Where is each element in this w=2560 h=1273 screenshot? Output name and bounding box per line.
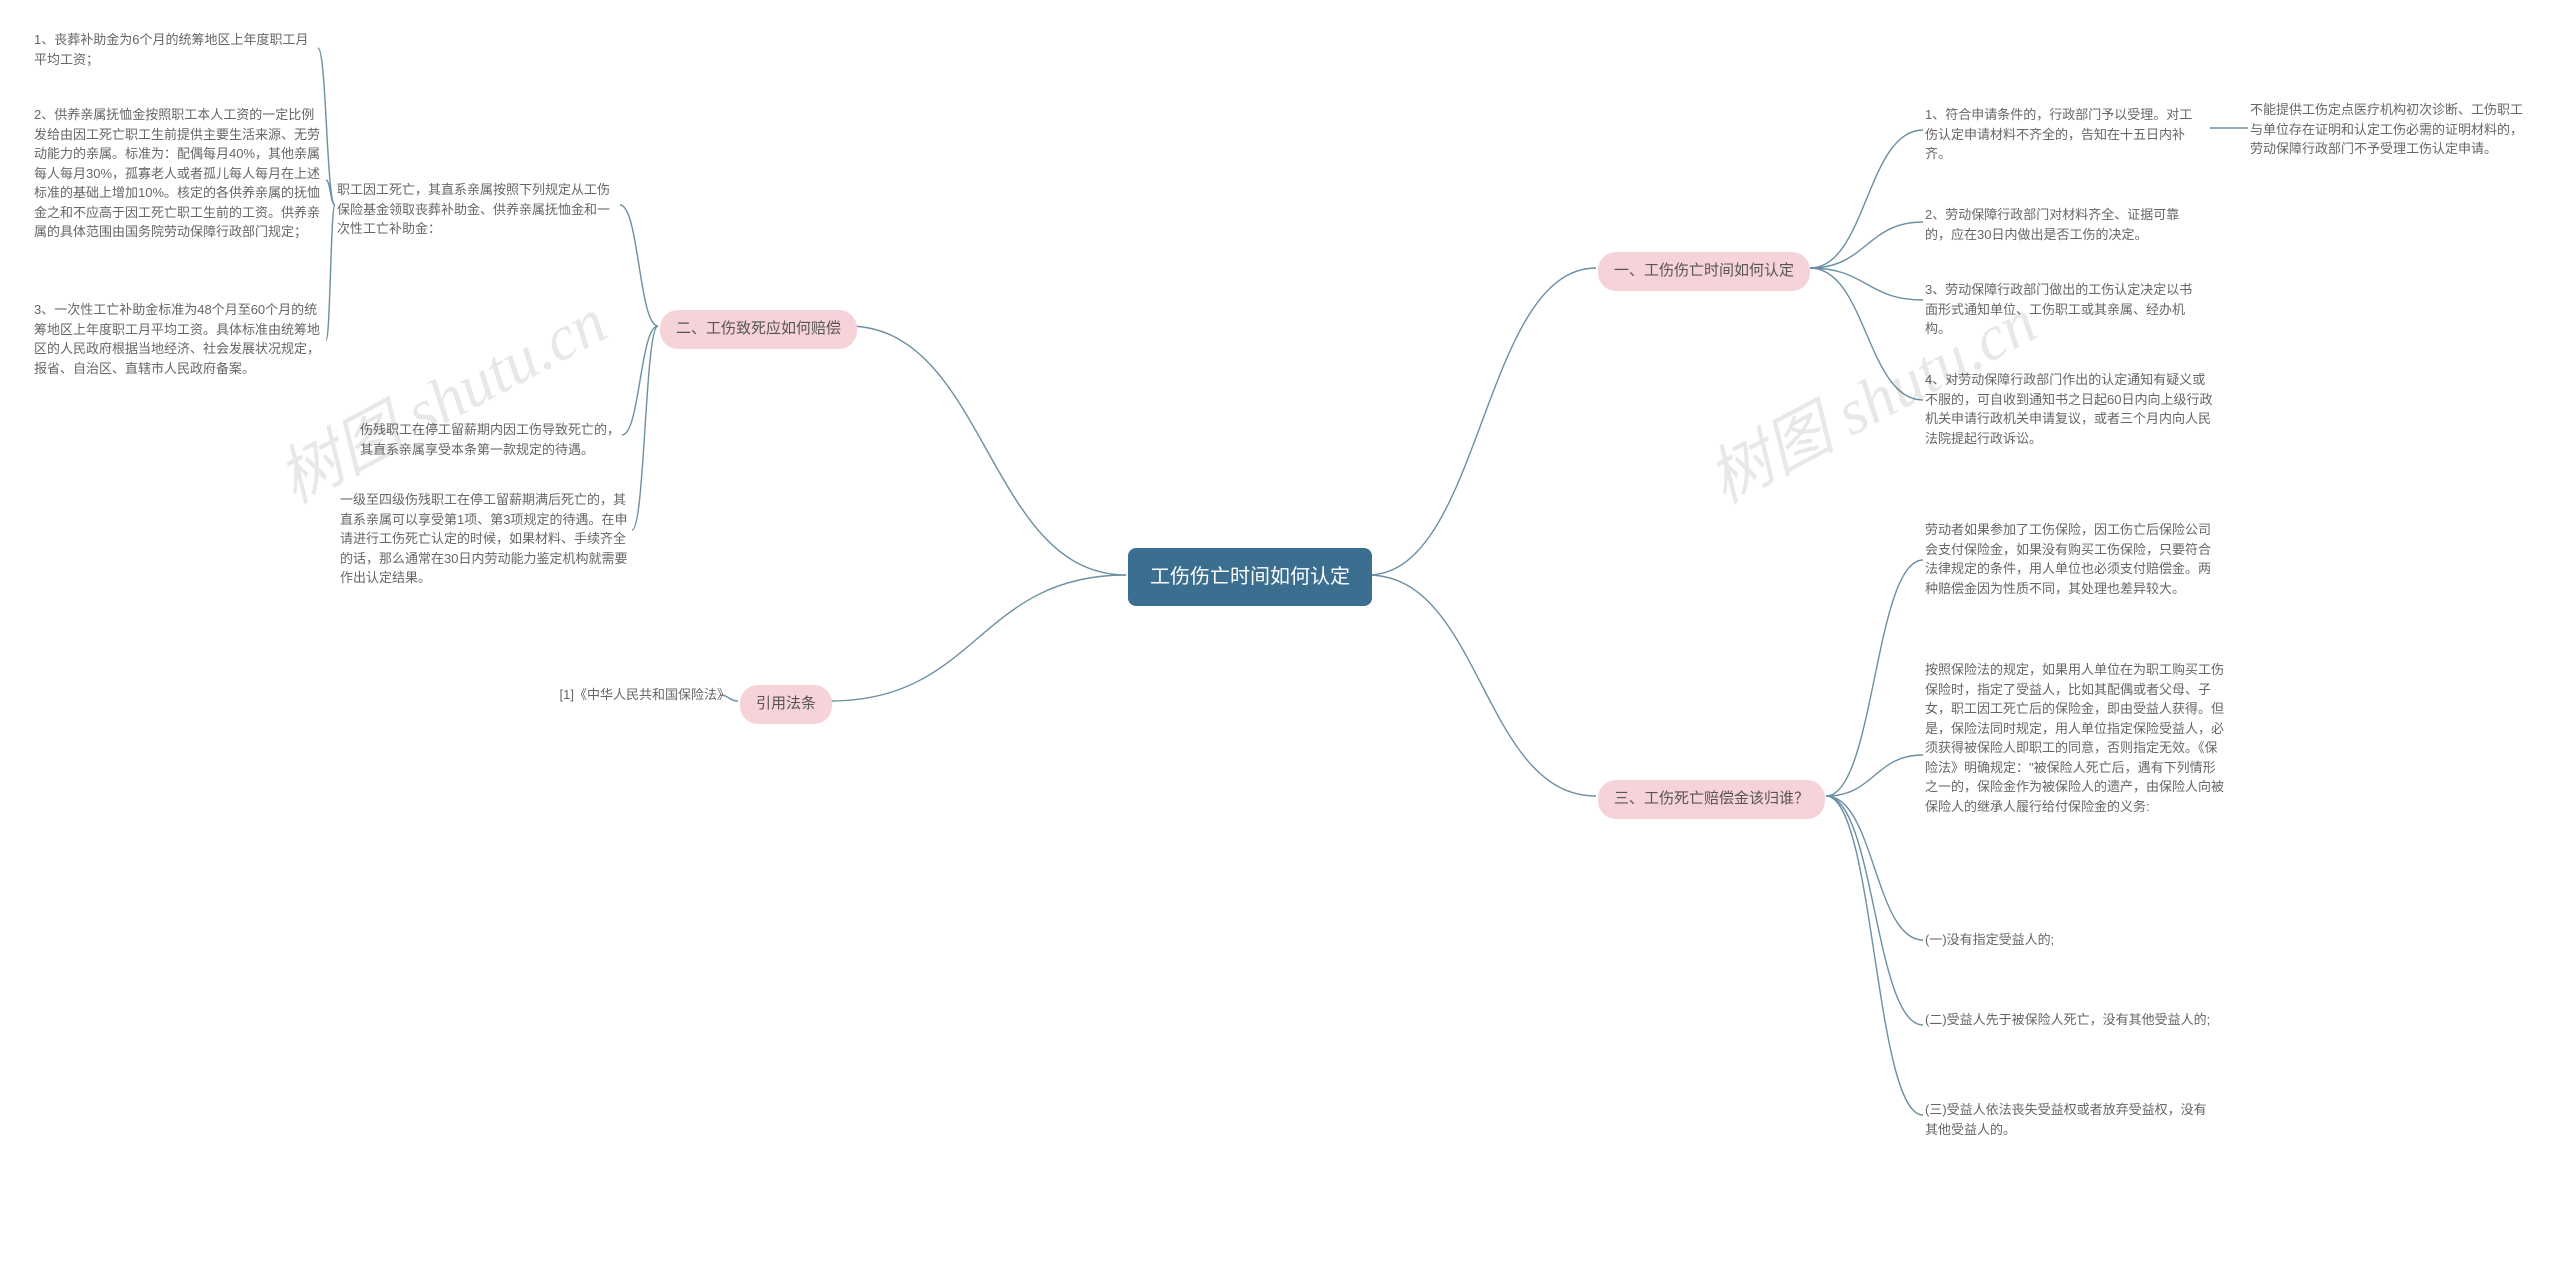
branch-2: 二、工伤致死应如何赔偿: [660, 310, 857, 349]
branch-4: 引用法条: [740, 685, 832, 724]
leaf-2-1-3: 3、一次性工亡补助金标准为48个月至60个月的统筹地区上年度职工月平均工资。具体…: [34, 300, 324, 378]
leaf-2-1-2: 2、供养亲属抚恤金按照职工本人工资的一定比例发给由因工死亡职工生前提供主要生活来…: [34, 105, 324, 242]
leaf-1-4: 4、对劳动保障行政部门作出的认定通知有疑义或不服的，可自收到通知书之日起60日内…: [1925, 370, 2215, 448]
leaf-2-2: 伤残职工在停工留薪期内因工伤导致死亡的，其直系亲属享受本条第一款规定的待遇。: [360, 420, 620, 459]
leaf-3-3: (一)没有指定受益人的;: [1925, 930, 2205, 950]
root-node: 工伤伤亡时间如何认定: [1128, 548, 1372, 606]
leaf-1-1: 1、符合申请条件的，行政部门予以受理。对工伤认定申请材料不齐全的，告知在十五日内…: [1925, 105, 2205, 164]
leaf-4-1: [1]《中华人民共和国保险法》: [530, 685, 730, 705]
leaf-3-5: (三)受益人依法丧失受益权或者放弃受益权，没有其他受益人的。: [1925, 1100, 2215, 1139]
leaf-3-4: (二)受益人先于被保险人死亡，没有其他受益人的;: [1925, 1010, 2215, 1030]
leaf-1-1-1: 不能提供工伤定点医疗机构初次诊断、工伤职工与单位存在证明和认定工伤必需的证明材料…: [2250, 100, 2530, 159]
leaf-3-1: 劳动者如果参加了工伤保险，因工伤亡后保险公司会支付保险金，如果没有购买工伤保险，…: [1925, 520, 2215, 598]
branch-3: 三、工伤死亡赔偿金该归谁？: [1598, 780, 1825, 819]
leaf-2-3: 一级至四级伤残职工在停工留薪期满后死亡的，其直系亲属可以享受第1项、第3项规定的…: [340, 490, 630, 588]
leaf-1-2: 2、劳动保障行政部门对材料齐全、证据可靠的，应在30日内做出是否工伤的决定。: [1925, 205, 2205, 244]
branch-1: 一、工伤伤亡时间如何认定: [1598, 252, 1810, 291]
leaf-1-3: 3、劳动保障行政部门做出的工伤认定决定以书面形式通知单位、工伤职工或其亲属、经办…: [1925, 280, 2205, 339]
leaf-2-1-1: 1、丧葬补助金为6个月的统筹地区上年度职工月平均工资；: [34, 30, 314, 69]
leaf-3-2: 按照保险法的规定，如果用人单位在为职工购买工伤保险时，指定了受益人，比如其配偶或…: [1925, 660, 2225, 816]
leaf-2-1: 职工因工死亡，其直系亲属按照下列规定从工伤保险基金领取丧葬补助金、供养亲属抚恤金…: [337, 180, 617, 239]
